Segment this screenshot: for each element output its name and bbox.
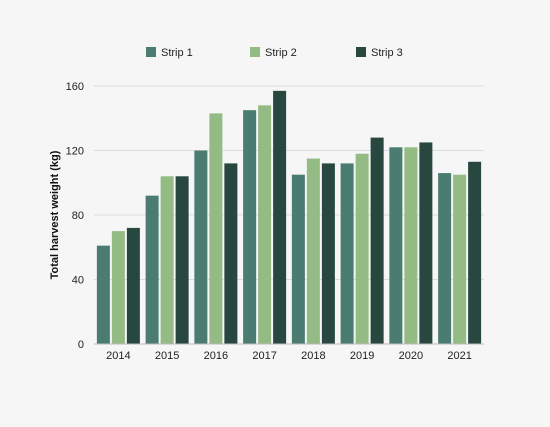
x-tick-label: 2018 (301, 350, 325, 362)
x-tick-label: 2020 (399, 350, 423, 362)
bar-strip-3-2020 (419, 142, 433, 344)
gridlines (94, 85, 484, 280)
bars (96, 90, 482, 345)
y-tick-label: 80 (72, 210, 84, 222)
y-tick-label: 160 (66, 81, 84, 93)
bar-strip-1-2019 (340, 163, 354, 344)
legend: Strip 1 Strip 2 Strip 3 (146, 47, 403, 59)
bar-strip-2-2020 (404, 147, 418, 344)
bar-strip-2-2017 (258, 105, 272, 344)
bar-strip-3-2014 (126, 227, 140, 344)
bar-strip-1-2020 (389, 147, 403, 344)
legend-swatch-2 (250, 47, 260, 57)
bar-strip-3-2015 (175, 176, 189, 344)
x-tick-label: 2014 (106, 350, 130, 362)
bar-strip-1-2017 (243, 110, 257, 344)
bar-strip-3-2018 (321, 163, 335, 344)
y-axis-ticks: 0 40 80 120 160 (66, 81, 84, 351)
bar-strip-2-2016 (209, 113, 223, 344)
legend-label-1: Strip 1 (161, 47, 193, 59)
bar-strip-1-2021 (438, 173, 452, 344)
bar-strip-2-2014 (111, 231, 125, 344)
y-tick-label: 40 (72, 275, 84, 287)
bar-strip-3-2021 (468, 161, 482, 344)
x-tick-label: 2017 (252, 350, 276, 362)
bar-strip-1-2016 (194, 150, 208, 344)
legend-swatch-1 (146, 47, 156, 57)
x-tick-label: 2016 (204, 350, 228, 362)
legend-label-2: Strip 2 (265, 47, 297, 59)
x-axis-ticks: 2014 2015 2016 2017 2018 2019 2020 2021 (106, 350, 472, 362)
y-tick-label: 120 (66, 146, 84, 158)
y-axis-title: Total harvest weight (kg) (49, 150, 61, 279)
bar-strip-2-2019 (355, 153, 369, 344)
x-tick-label: 2019 (350, 350, 374, 362)
bar-strip-2-2021 (453, 174, 467, 344)
bar-strip-1-2015 (145, 195, 159, 344)
y-tick-label: 0 (78, 339, 84, 351)
bar-strip-1-2018 (291, 174, 305, 344)
legend-swatch-3 (356, 47, 366, 57)
x-tick-label: 2015 (155, 350, 179, 362)
bar-strip-1-2014 (96, 245, 110, 344)
bar-strip-3-2017 (273, 90, 287, 345)
bar-strip-2-2018 (306, 158, 320, 344)
bar-strip-3-2019 (370, 137, 384, 344)
legend-label-3: Strip 3 (371, 47, 403, 59)
bar-strip-2-2015 (160, 176, 174, 344)
x-tick-label: 2021 (447, 350, 471, 362)
bar-strip-3-2016 (224, 163, 238, 344)
